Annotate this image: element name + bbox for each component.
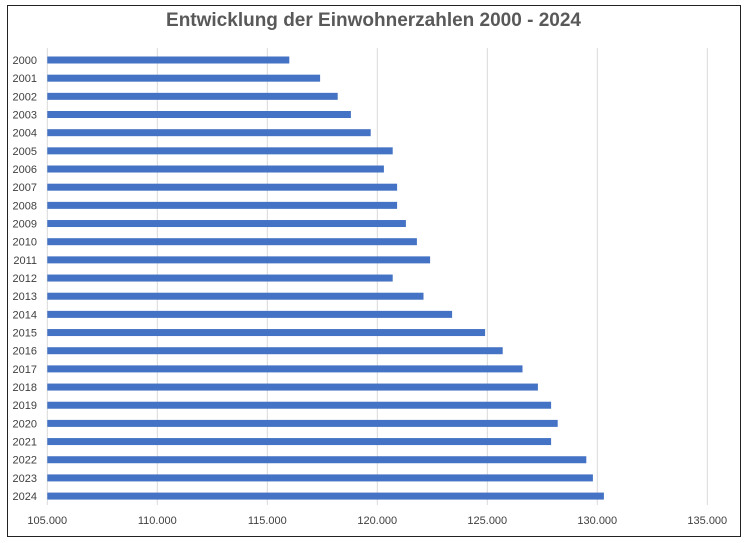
y-tick-label: 2003 — [13, 110, 37, 122]
bar-2012 — [47, 274, 393, 282]
x-tick-label: 120.000 — [357, 515, 397, 527]
bar-2011 — [47, 256, 431, 264]
x-tick-label: 110.000 — [138, 515, 177, 527]
y-tick-label: 2012 — [13, 273, 37, 285]
y-tick-label: 2014 — [13, 309, 37, 321]
y-tick-label: 2004 — [13, 128, 37, 140]
bar-2007 — [47, 183, 398, 191]
bar-2002 — [47, 92, 338, 100]
bar-2014 — [47, 310, 453, 318]
bar-2004 — [47, 129, 371, 137]
x-tick-label: 105.000 — [27, 515, 67, 527]
y-tick-label: 2011 — [13, 255, 37, 267]
bar-2023 — [47, 474, 593, 482]
y-tick-label: 2017 — [13, 364, 37, 376]
bar-2006 — [47, 165, 384, 173]
bar-2010 — [47, 238, 417, 246]
bar-2009 — [47, 220, 406, 228]
bar-2008 — [47, 201, 398, 209]
y-tick-label: 2015 — [13, 328, 37, 340]
y-tick-label: 2005 — [13, 146, 37, 158]
y-tick-label: 2016 — [13, 346, 37, 358]
x-tick-label: 115.000 — [248, 515, 287, 527]
y-tick-label: 2021 — [13, 437, 37, 449]
bar-2022 — [47, 456, 587, 464]
y-tick-label: 2024 — [13, 491, 37, 503]
y-tick-label: 2000 — [13, 55, 37, 67]
bar-2017 — [47, 365, 523, 373]
y-tick-label: 2019 — [13, 400, 37, 412]
x-tick-label: 125.000 — [467, 515, 507, 527]
y-tick-label: 2008 — [13, 200, 37, 212]
x-tick-label: 135.000 — [687, 515, 727, 527]
bar-2016 — [47, 347, 503, 355]
bar-2019 — [47, 401, 552, 409]
y-tick-label: 2002 — [13, 91, 37, 103]
bar-2005 — [47, 147, 393, 155]
y-tick-label: 2009 — [13, 219, 37, 231]
chart-title: Entwicklung der Einwohnerzahlen 2000 - 2… — [166, 10, 581, 31]
bar-2021 — [47, 438, 552, 446]
bar-2003 — [47, 111, 351, 119]
bar-2020 — [47, 419, 558, 427]
y-tick-label: 2022 — [13, 455, 37, 467]
bar-2001 — [47, 74, 321, 82]
bar-2024 — [47, 492, 604, 500]
y-tick-label: 2020 — [13, 418, 37, 430]
y-tick-label: 2001 — [13, 73, 37, 85]
y-tick-label: 2007 — [13, 182, 37, 194]
x-tick-label: 130.000 — [577, 515, 617, 527]
bar-2018 — [47, 383, 538, 391]
y-tick-label: 2010 — [13, 237, 37, 249]
bar-2013 — [47, 292, 424, 300]
y-tick-label: 2006 — [13, 164, 37, 176]
bar-2000 — [47, 56, 290, 64]
y-tick-label: 2013 — [13, 291, 37, 303]
y-tick-label: 2023 — [13, 473, 37, 485]
bar-2015 — [47, 329, 486, 337]
y-tick-label: 2018 — [13, 382, 37, 394]
